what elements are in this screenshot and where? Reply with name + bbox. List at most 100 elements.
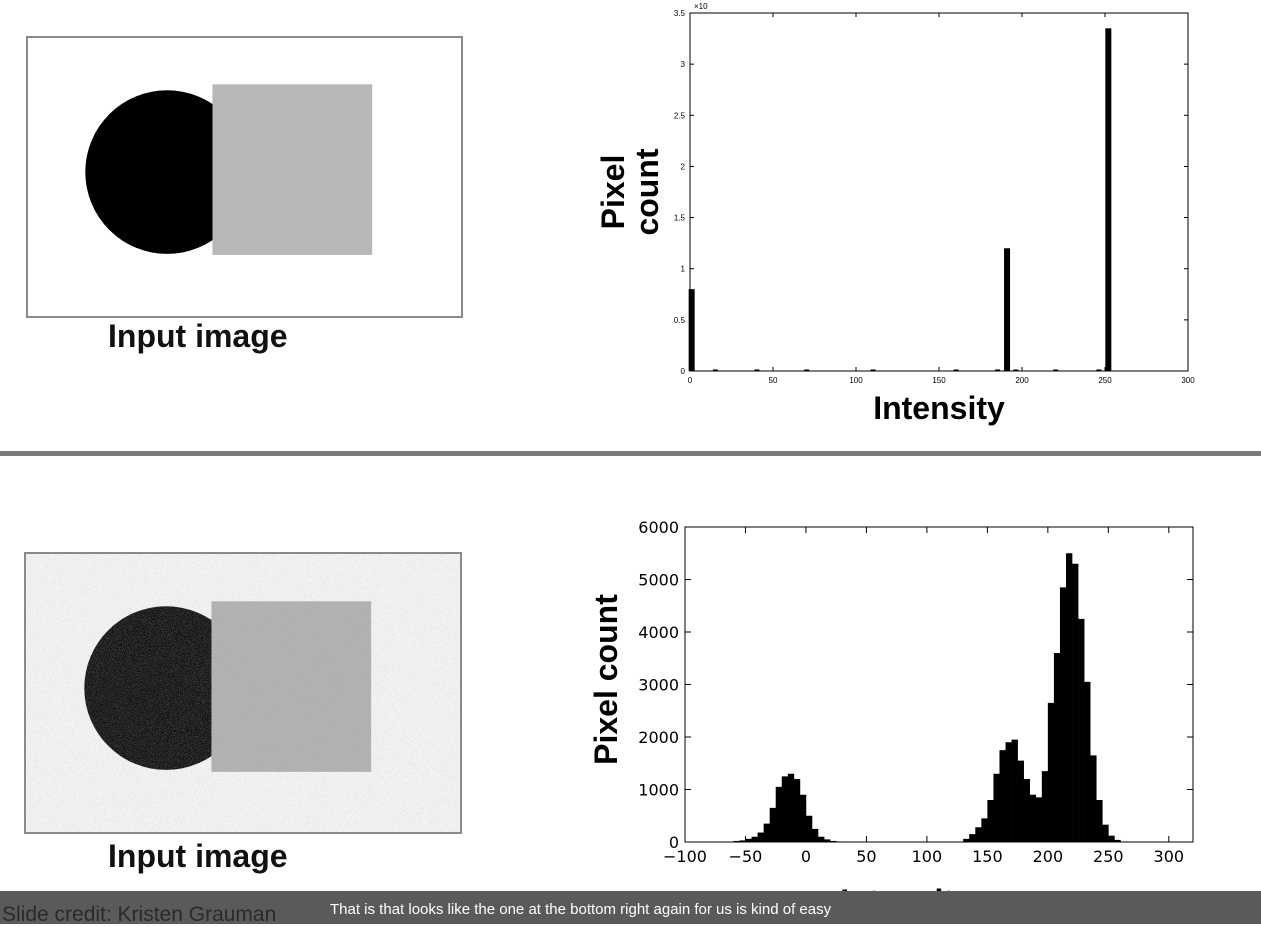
slide-credit: Slide credit: Kristen Grauman [2,903,276,927]
histogram-bar [788,774,794,842]
x-tick-label: 50 [769,376,778,385]
x-tick-label: 100 [849,376,863,385]
bar-small [804,369,809,371]
histogram-bar [1096,800,1102,842]
histogram-bar [981,818,987,842]
bar-small [713,369,718,371]
x-tick-label: 0 [801,847,811,866]
histogram-bar [745,839,751,842]
histogram-bar [1036,797,1042,842]
histogram-bar [1084,682,1090,842]
histogram-bar [1060,587,1066,842]
histogram-bar [1102,825,1108,842]
bar-small [1053,369,1058,371]
x-tick-label: 200 [1015,376,1029,385]
y-tick-label: 5000 [638,571,679,590]
histogram-bar [752,837,758,842]
y-tick-label: 2 [681,162,686,171]
gray-square [212,84,372,255]
histogram-bar [806,816,812,842]
plot-frame [690,13,1188,371]
histogram-bar [963,839,969,842]
histogram-bar [764,824,770,842]
histogram-bar [818,837,824,842]
y-tick-label: 6000 [638,518,679,537]
histogram-bar [1120,841,1126,842]
y-tick-label: 3.5 [674,9,686,18]
x-tick-label: 50 [856,847,876,866]
histogram-bar [1090,755,1096,842]
x-tick-label: 150 [972,847,1003,866]
input-image-bottom-shapes [26,554,460,832]
histogram-bar [776,787,782,842]
histogram-bar [1114,840,1120,842]
histogram-bar [1066,553,1072,842]
y-tick-label: 0 [681,367,686,376]
histogram-bar [794,779,800,842]
histogram-bar [1030,795,1036,842]
y-multiplier: ×10 [694,2,708,11]
y-tick-label: 2000 [638,728,679,747]
histogram-bar [987,800,993,842]
histogram-bar [1054,653,1060,842]
y-tick-label: 3000 [638,676,679,695]
histogram-bar [733,841,739,842]
y-tick-label: 1 [681,265,686,274]
x-tick-label: 250 [1098,376,1112,385]
histogram-bar [1048,703,1054,842]
histogram-bar [689,289,695,371]
x-tick-label: 100 [912,847,943,866]
histogram-bar [1078,619,1084,842]
panel-divider [0,451,1261,456]
histogram-bar [1004,248,1010,371]
x-tick-label: 150 [932,376,946,385]
y-tick-label: 3 [681,60,686,69]
y-tick-label: 0 [669,833,679,852]
x-tick-label: −50 [729,847,763,866]
bar-small [954,369,959,371]
y-tick-label: 2.5 [674,111,686,120]
histogram-bar [1072,564,1078,842]
histogram-bar [800,795,806,842]
histogram-bar [969,834,975,842]
plot-frame [685,527,1193,842]
histogram-bar [1105,28,1111,371]
x-tick-label: 300 [1181,376,1195,385]
histogram-bar [993,774,999,842]
x-tick-label: 250 [1093,847,1124,866]
bar-small [1013,369,1018,371]
x-tick-label: 200 [1033,847,1064,866]
histogram-bar [812,829,818,842]
bar-small [754,369,759,371]
histogram-bar [1024,779,1030,842]
input-image-caption-bottom: Input image [108,838,288,875]
y-tick-label: 4000 [638,623,679,642]
bar-small [995,369,1000,371]
histogram-bar [739,840,745,842]
bar-small [871,369,876,371]
video-subtitle: That is that looks like the one at the b… [330,901,831,918]
y-tick-label: 1.5 [674,214,686,223]
histogram-bar [1042,771,1048,842]
y-tick-label: 1000 [638,781,679,800]
histogram-bar [830,841,836,842]
input-image-bottom [24,552,462,834]
histogram-bar [1012,740,1018,842]
bar-small [1096,369,1101,371]
x-tick-label: 0 [688,376,693,385]
histogram-bar [1006,742,1012,842]
y-axis-label: Pixelcount [595,148,665,235]
histogram-bar [782,776,788,842]
histogram-bar [999,750,1005,842]
histogram-bar [770,808,776,842]
input-image-top [26,36,463,318]
histogram-bar [824,839,830,842]
input-image-caption-top: Input image [108,318,288,355]
histogram-bar [1108,836,1114,842]
y-tick-label: 0.5 [674,316,686,325]
input-image-top-shapes [28,38,461,316]
histogram-bar [975,827,981,842]
histogram-bar [758,833,764,842]
